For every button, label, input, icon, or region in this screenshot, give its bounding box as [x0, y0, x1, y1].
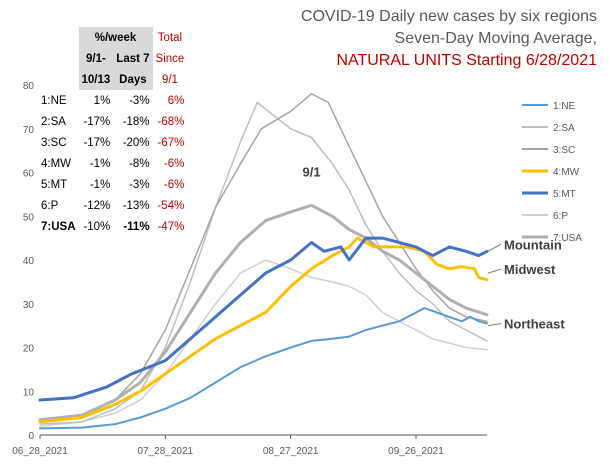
annotation-9-1: 9/1 — [303, 164, 321, 179]
stats-row-total: -54% — [157, 199, 185, 212]
y-tick-label: 30 — [23, 300, 35, 311]
x-tick-label: 07_28_2021 — [138, 446, 194, 457]
x-tick-label: 09_26_2021 — [388, 446, 444, 457]
stats-header-group: %/week — [78, 27, 153, 48]
y-tick-label: 0 — [28, 431, 34, 442]
stats-row-total: 6% — [167, 94, 185, 107]
x-tick-label: 08_27_2021 — [263, 446, 319, 457]
x-axis-ticks: 06_28_2021 07_28_2021 08_27_2021 09_26_2021 — [12, 435, 444, 457]
stats-row: 2:SA -17% -18% -68% — [38, 111, 187, 132]
stats-header-row-2: 9/1- Last 7 Since — [38, 48, 187, 69]
annotations: 9/1 Mountain Midwest Northeast — [303, 164, 566, 331]
stats-row-total: -47% — [157, 220, 185, 233]
chart-title-line1: COVID-19 Daily new cases by six regions — [300, 8, 597, 25]
stats-row: 7:USA -10% -11% -47% — [38, 216, 187, 237]
stats-header-blank — [38, 27, 79, 48]
stats-header-blank-2 — [38, 48, 79, 69]
stats-row-label: 2:SA — [41, 115, 66, 128]
stats-col3-header-a: Since — [155, 52, 185, 65]
series-line-mt — [38, 236, 489, 402]
series-line-usa — [38, 203, 489, 422]
annotation-mountain: Mountain — [504, 237, 562, 252]
series-lines — [38, 93, 489, 430]
stats-row-label: 7:USA — [41, 220, 76, 233]
stats-row: 5:MT -1% -3% -6% — [38, 174, 187, 195]
legend-label-p: 6:P — [553, 211, 568, 222]
stats-row-week: -17% — [83, 136, 111, 149]
stats-row: 4:MW -1% -8% -6% — [38, 153, 187, 174]
stats-row-week: -17% — [83, 115, 111, 128]
stats-row-week: -1% — [89, 178, 111, 191]
stats-row-last7: -8% — [129, 157, 150, 170]
chart-title-line2: Seven-Day Moving Average, — [394, 30, 597, 47]
legend-label-mt: 5:MT — [553, 189, 576, 200]
stats-row-last7: -3% — [129, 94, 150, 107]
stats-row-last7: -13% — [122, 199, 150, 212]
stats-row-last7: -18% — [122, 115, 150, 128]
stats-row-last7: -20% — [122, 136, 150, 149]
x-tick-label: 06_28_2021 — [12, 446, 68, 457]
stats-table: %/week Total 9/1- Last 7 Since 10/13 Day… — [38, 27, 187, 237]
legend-label-mw: 4:MW — [553, 167, 580, 178]
legend-label-sa: 2:SA — [553, 123, 575, 134]
y-axis-ticks: 0 10 20 30 40 50 60 70 80 — [23, 81, 35, 442]
legend: 1:NE 2:SA 3:SC 4:MW 5:MT 6:P 7:USA — [522, 101, 582, 244]
stats-row-week: -12% — [83, 199, 111, 212]
stats-row: 3:SC -17% -20% -67% — [38, 132, 187, 153]
stats-header-row-1: %/week Total — [38, 27, 187, 48]
stats-row-label: 3:SC — [41, 136, 67, 149]
stats-row-week: -1% — [89, 157, 111, 170]
series-line-p — [39, 259, 488, 428]
stats-row-label: 6:P — [41, 199, 59, 212]
annotation-leader — [487, 323, 502, 327]
stats-header-total: Total — [157, 31, 183, 44]
annotation-leader — [487, 243, 502, 252]
y-tick-label: 80 — [23, 81, 35, 92]
stats-col2-header-b: Days — [113, 69, 153, 90]
stats-row-total: -6% — [163, 178, 185, 191]
stats-row-total: -67% — [157, 136, 185, 149]
legend-label-usa: 7:USA — [553, 233, 582, 244]
stats-row-total: -6% — [163, 157, 185, 170]
stats-col1-header-b: 10/13 — [78, 69, 114, 90]
y-tick-label: 10 — [23, 387, 35, 398]
stats-row-week: -10% — [83, 220, 111, 233]
stats-header-row-3: 10/13 Days 9/1 — [38, 69, 187, 90]
y-tick-label: 40 — [23, 256, 35, 267]
stats-col2-header-a: Last 7 — [113, 48, 153, 69]
annotation-northeast: Northeast — [504, 317, 565, 332]
stats-row-total: -68% — [157, 115, 185, 128]
legend-label-sc: 3:SC — [553, 145, 575, 156]
stats-row-label: 1:NE — [41, 94, 67, 107]
y-tick-label: 70 — [23, 125, 35, 136]
annotation-leader — [487, 268, 502, 274]
stats-row-week: 1% — [93, 94, 111, 107]
chart-title-line3: NATURAL UNITS Starting 6/28/2021 — [336, 52, 597, 69]
y-tick-label: 60 — [23, 169, 35, 180]
y-tick-label: 50 — [23, 212, 35, 223]
stats-col3-header-b: 9/1 — [161, 73, 178, 86]
stats-col1-header-a: 9/1- — [78, 48, 114, 69]
stats-row: 1:NE 1% -3% 6% — [38, 90, 187, 111]
series-line-ne — [39, 307, 488, 430]
stats-row-last7: -11% — [123, 220, 150, 233]
legend-label-ne: 1:NE — [553, 101, 576, 112]
stats-row: 6:P -12% -13% -54% — [38, 195, 187, 216]
stats-header-blank-3 — [38, 69, 79, 90]
series-line-mw — [38, 236, 489, 424]
y-tick-label: 20 — [23, 344, 35, 355]
annotation-midwest: Midwest — [504, 262, 556, 277]
stats-row-label: 4:MW — [41, 157, 72, 170]
stats-row-label: 5:MT — [41, 178, 68, 191]
stats-row-last7: -3% — [129, 178, 150, 191]
